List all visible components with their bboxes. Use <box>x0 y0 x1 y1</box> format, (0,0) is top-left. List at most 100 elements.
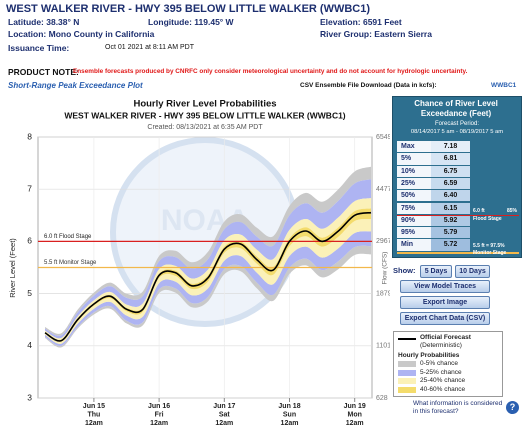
row-value: 5.79 <box>431 227 470 239</box>
stage-note: 5.5 ft = 97.5% <box>473 243 505 249</box>
x-tick-label: Jun 18 <box>278 403 300 410</box>
exceedance-title: Chance of River Level Exceedance (Feet) <box>414 99 498 118</box>
legend-title: Hourly Probabilities <box>398 352 460 359</box>
csv-link[interactable]: WWBC1 <box>491 82 517 89</box>
legend-label: (Deterministic) <box>420 342 462 349</box>
table-row: 90% 5.92 <box>397 214 470 227</box>
x-tick-label: 12am <box>150 420 168 425</box>
stage-note: 6.0 ft <box>473 208 485 214</box>
y-axis-label: River Level (Feet) <box>8 238 17 298</box>
x-tick-label: 12am <box>346 420 364 425</box>
x-tick-label: 12am <box>85 420 103 425</box>
table-row: 75% 6.15 <box>397 202 470 215</box>
help-text[interactable]: What information is considered in this f… <box>413 400 503 415</box>
legend-label: 40-60% chance <box>420 385 466 393</box>
legend-label: Official Forecast <box>420 334 471 341</box>
y-tick-label: 6 <box>27 236 32 246</box>
y-tick-label: 7 <box>27 183 32 193</box>
y2-tick-label: 2967 <box>376 238 390 245</box>
row-label: 90% <box>397 214 431 227</box>
x-tick-label: Jun 19 <box>344 403 366 410</box>
table-row: 10% 6.75 <box>397 165 470 178</box>
probability-band <box>45 218 371 344</box>
stage-note: Flood Stage <box>473 216 502 222</box>
table-row: 50% 6.40 <box>397 190 470 202</box>
legend-swatch <box>398 369 416 376</box>
probability-band <box>45 245 371 348</box>
x-tick-label: Jun 15 <box>83 403 105 410</box>
days-button[interactable]: 5 Days <box>420 265 452 278</box>
station-title: WEST WALKER RIVER - HWY 395 BELOW LITTLE… <box>6 3 371 15</box>
probability-band <box>45 166 371 336</box>
x-tick-label: Jun 16 <box>148 403 170 410</box>
y-tick-label: 4 <box>27 340 32 350</box>
action-button[interactable]: Export Chart Data (CSV) <box>400 312 490 325</box>
x-tick-label: Mon <box>348 411 362 418</box>
elevation: Elevation: 6591 Feet <box>320 17 402 27</box>
issuance-label: Issuance Time: <box>8 43 70 53</box>
table-row: 5% 6.81 <box>397 153 470 165</box>
plot-link[interactable]: Short-Range Peak Exceedance Plot <box>8 81 143 90</box>
csv-label: CSV Ensemble File Download (Data in kcfs… <box>300 82 437 89</box>
period: 08/14/2017 5 am - 08/19/2017 5 am <box>410 129 504 135</box>
days-button[interactable]: 10 Days <box>455 265 490 278</box>
chart: NOAA Hourly River Level Probabilities WE… <box>8 99 390 425</box>
legend-swatch <box>398 386 416 393</box>
stage-note: 85% <box>507 208 518 214</box>
legend-label: 25-40% chance <box>420 377 466 384</box>
table-row: 95% 5.79 <box>397 227 470 239</box>
row-label: Min <box>397 239 431 251</box>
row-value: 5.92 <box>431 214 470 227</box>
y2-tick-label: 1879 <box>376 290 390 297</box>
longitude: Longitude: 119.45° W <box>148 17 234 27</box>
row-label: 25% <box>397 177 431 190</box>
flood-marker <box>397 214 519 216</box>
action-button[interactable]: View Model Traces <box>400 280 490 293</box>
y-tick-label: 8 <box>27 131 32 141</box>
chart-title: Hourly River Level Probabilities <box>133 99 276 110</box>
show-label: Show: <box>393 266 416 275</box>
row-value: 6.15 <box>431 202 470 214</box>
latitude: Latitude: 38.38° N <box>8 17 80 27</box>
action-button[interactable]: Export Image <box>400 296 490 309</box>
legend-label: 5-25% chance <box>420 368 462 376</box>
row-label: 50% <box>397 190 431 202</box>
y2-tick-label: 6549 <box>376 134 390 141</box>
chart-subtitle: WEST WALKER RIVER - HWY 395 BELOW LITTLE… <box>64 110 345 120</box>
row-value: 5.72 <box>431 239 470 251</box>
x-tick-label: Fri <box>155 411 164 418</box>
x-tick-label: 12am <box>215 420 233 425</box>
probability-band <box>45 179 371 339</box>
y2-tick-label: 628 <box>376 395 388 402</box>
river-group: River Group: Eastern Sierra <box>320 29 432 39</box>
table-row: Min 5.72 <box>397 239 470 251</box>
y-tick-label: 5 <box>27 288 32 298</box>
row-label: 5% <box>397 153 431 165</box>
row-value: 6.81 <box>431 153 470 165</box>
y2-tick-label: 4477 <box>376 186 390 193</box>
row-label: 95% <box>397 227 431 239</box>
help-icon[interactable]: ? <box>506 401 519 414</box>
x-tick-label: 12am <box>281 420 299 425</box>
x-tick-label: Sat <box>219 411 231 418</box>
location: Location: Mono County in California <box>8 29 155 39</box>
row-value: 6.59 <box>431 177 470 190</box>
product-note: Ensemble forecasts produced by CNRFC onl… <box>73 68 468 75</box>
y-tick-label: 3 <box>27 392 32 402</box>
legend-swatch <box>398 361 416 367</box>
forecast-line <box>44 211 372 342</box>
created: Created: 08/13/2021 at 6:35 AM PDT <box>147 124 263 131</box>
legend-swatch <box>398 378 416 384</box>
legend-label: 0-5% chance <box>420 360 458 367</box>
row-label: Max <box>397 141 431 153</box>
legend-swatch <box>398 338 416 340</box>
x-tick-label: Sun <box>283 411 296 418</box>
table-row: 25% 6.59 <box>397 177 470 190</box>
row-value: 7.18 <box>431 141 470 153</box>
row-label: 75% <box>397 202 431 214</box>
probability-band <box>45 231 371 347</box>
x-tick-label: Thu <box>87 411 100 418</box>
monitor-marker <box>397 252 519 254</box>
threshold-label: 5.5 ft Monitor Stage <box>44 260 97 266</box>
